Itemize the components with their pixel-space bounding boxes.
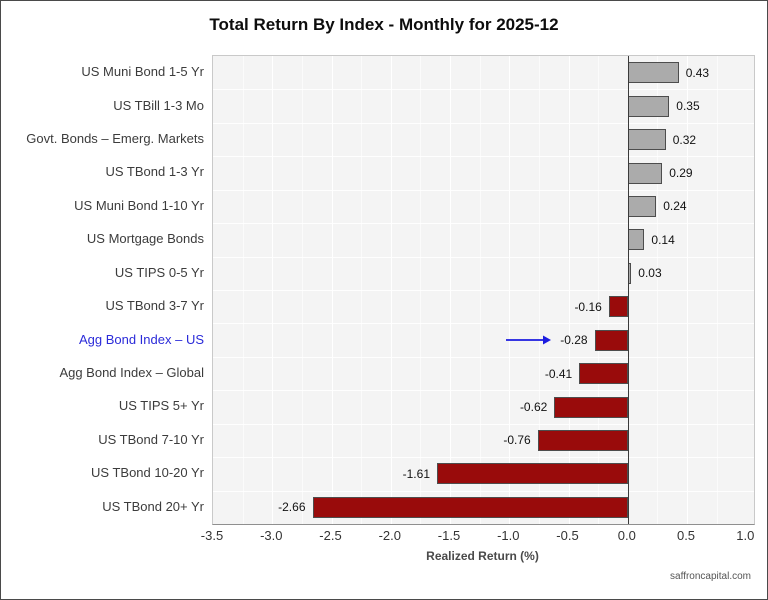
category-label: US Muni Bond 1-5 Yr [81, 64, 204, 80]
bar-value-label: -0.16 [574, 299, 602, 314]
bar-value-label: 0.43 [685, 65, 710, 80]
x-tick-label: 1.0 [736, 528, 755, 543]
x-tick-label: -1.5 [437, 528, 461, 543]
gridline-horizontal [213, 323, 754, 325]
gridline-horizontal [213, 390, 754, 392]
bar-value-label: -0.28 [560, 333, 588, 348]
bar-value-label: 0.29 [669, 166, 693, 180]
gridline-horizontal [213, 457, 754, 459]
bar-value-label: 0.35 [676, 99, 700, 114]
bar-value-label: 0.32 [672, 132, 697, 147]
category-label: US TBond 1-3 Yr [105, 164, 204, 180]
x-tick-label: 0.0 [617, 528, 636, 543]
gridline-horizontal [213, 122, 754, 124]
x-tick-label: 0.5 [676, 528, 696, 543]
bar [312, 496, 628, 518]
bar [594, 329, 628, 351]
category-label: US Muni Bond 1-10 Yr [74, 197, 204, 213]
bar [537, 429, 628, 451]
category-label: Agg Bond Index – US [78, 331, 204, 347]
gridline-horizontal [213, 256, 754, 258]
category-label: US TIPS 5+ Yr [118, 398, 204, 414]
bar [627, 162, 663, 184]
x-tick-label: -3.0 [260, 528, 283, 543]
bar [627, 229, 645, 251]
x-tick-label: -1.0 [497, 528, 520, 543]
x-tick-label: -0.5 [556, 528, 579, 543]
category-label: Govt. Bonds – Emerg. Markets [26, 131, 204, 147]
bar [627, 62, 679, 84]
category-label: US TBond 7-10 Yr [98, 431, 204, 447]
highlight-arrow-icon [505, 335, 551, 345]
category-label: US TIPS 0-5 Yr [114, 264, 204, 280]
chart-title: Total Return By Index - Monthly for 2025… [209, 15, 559, 34]
gridline-horizontal [213, 490, 754, 492]
bar [627, 129, 666, 151]
bar [554, 396, 628, 418]
category-label: US TBill 1-3 Mo [113, 97, 204, 113]
bar-value-label: -0.76 [503, 433, 531, 448]
x-axis-title: Realized Return (%) [426, 549, 539, 563]
gridline-horizontal [213, 223, 754, 225]
bar [579, 363, 628, 385]
bar [627, 195, 657, 217]
gridline-horizontal [213, 356, 754, 358]
gridline-horizontal [213, 189, 754, 191]
gridline-horizontal [213, 290, 754, 291]
zero-line [627, 56, 629, 524]
gridline-horizontal [213, 423, 754, 425]
bar-value-label: -1.61 [402, 466, 430, 481]
category-label: US TBond 10-20 Yr [91, 465, 204, 481]
bar-value-label: 0.14 [651, 232, 675, 247]
category-label: US Mortgage Bonds [86, 231, 204, 247]
bar-value-label: -2.66 [278, 500, 306, 515]
x-tick-label: -2.0 [378, 528, 401, 543]
category-label: US TBond 20+ Yr [102, 498, 204, 514]
bar-value-label: 0.24 [663, 199, 687, 214]
plot-area: 0.43 0.35 0.32 0.29 0.24 0.14 0.03 -0.16 -0.28 -0… [212, 55, 755, 525]
bar-value-label: -0.41 [544, 366, 573, 381]
bar [608, 296, 628, 318]
bar [437, 463, 628, 485]
bar-value-label: -0.62 [519, 400, 548, 414]
category-label: US TBond 3-7 Yr [105, 298, 204, 314]
category-label: Agg Bond Index – Global [59, 365, 204, 381]
watermark: saffroncapital.com [670, 571, 751, 582]
gridline-horizontal [213, 156, 754, 158]
x-tick-label: -2.5 [319, 528, 342, 543]
bar-value-label: 0.03 [638, 266, 662, 281]
bar [627, 95, 670, 117]
gridline-horizontal [213, 89, 754, 91]
x-tick-label: -3.5 [200, 528, 224, 543]
